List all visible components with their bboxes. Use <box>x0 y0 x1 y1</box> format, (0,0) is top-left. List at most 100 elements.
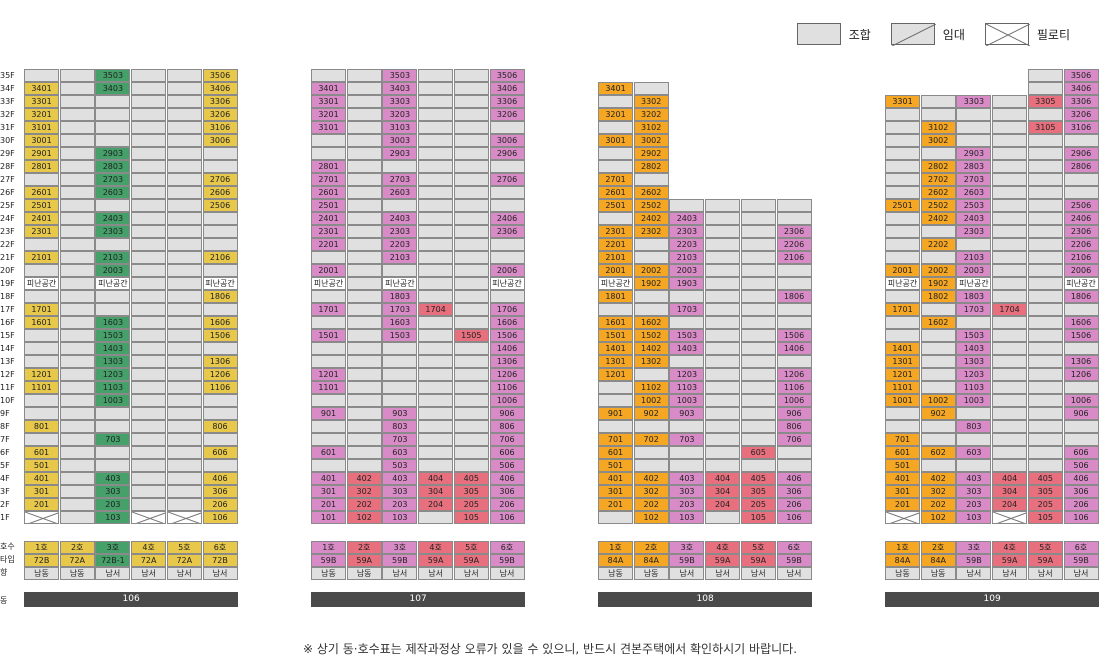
unit-cell: 2802 <box>633 160 669 173</box>
unit-cell: 2006 <box>489 264 525 277</box>
unit-cell: 401 <box>311 472 346 485</box>
empty-cell <box>920 251 956 264</box>
unit-type-cell: 59A <box>346 554 382 567</box>
empty-cell <box>453 147 489 160</box>
unit-cell: 2501 <box>885 199 920 212</box>
empty-cell <box>311 433 346 446</box>
unit-cell: 301 <box>598 485 633 498</box>
unit-cell: 601 <box>885 446 920 459</box>
empty-cell <box>59 290 95 303</box>
unit-cell: 302 <box>633 485 669 498</box>
empty-cell <box>166 199 202 212</box>
empty-cell <box>131 251 167 264</box>
empty-cell <box>346 381 382 394</box>
empty-cell <box>885 108 920 121</box>
empty-cell <box>131 394 167 407</box>
unit-cell: 2906 <box>1063 147 1099 160</box>
empty-cell <box>202 225 238 238</box>
unit-cell: 2801 <box>311 160 346 173</box>
empty-cell <box>920 368 956 381</box>
empty-cell <box>59 303 95 316</box>
empty-cell <box>166 407 202 420</box>
empty-cell <box>202 160 238 173</box>
floor-label: 28F <box>0 162 15 171</box>
unit-cell: 1403 <box>956 342 992 355</box>
unit-cell: 2903 <box>95 147 131 160</box>
disclaimer-note: ※ 상기 동·호수표는 제작과정상 오류가 있을 수 있으니, 반드시 견본주택… <box>302 642 798 656</box>
unit-cell: 1303 <box>95 355 131 368</box>
empty-cell <box>956 108 992 121</box>
empty-cell <box>346 368 382 381</box>
empty-cell <box>992 342 1028 355</box>
unit-cell: 2203 <box>382 238 418 251</box>
empty-cell <box>992 121 1028 134</box>
floor-label: 7F <box>0 435 10 444</box>
empty-cell <box>1027 316 1063 329</box>
unit-cell: 3506 <box>202 69 238 82</box>
empty-cell <box>418 511 454 524</box>
empty-cell <box>956 433 992 446</box>
empty-cell <box>346 173 382 186</box>
direction-cell: 남동 <box>920 567 956 580</box>
direction-cell: 남동 <box>633 567 669 580</box>
unit-cell: 1301 <box>598 355 633 368</box>
unit-cell: 1503 <box>956 329 992 342</box>
empty-cell <box>1027 420 1063 433</box>
empty-cell <box>453 316 489 329</box>
floor-label: 25F <box>0 201 15 210</box>
empty-cell <box>346 459 382 472</box>
empty-cell <box>418 368 454 381</box>
empty-cell <box>95 134 131 147</box>
unit-cell: 2701 <box>311 173 346 186</box>
unit-number-cell: 4호 <box>992 541 1028 554</box>
empty-cell <box>59 238 95 251</box>
empty-cell <box>131 485 167 498</box>
empty-cell <box>311 459 346 472</box>
empty-cell <box>1027 277 1063 290</box>
unit-cell: 1806 <box>202 290 238 303</box>
empty-cell <box>740 407 776 420</box>
unit-cell: 3301 <box>24 95 59 108</box>
unit-cell: 2001 <box>598 264 633 277</box>
unit-cell: 103 <box>382 511 418 524</box>
unit-cell: 2306 <box>1063 225 1099 238</box>
empty-cell <box>131 95 167 108</box>
empty-cell <box>131 82 167 95</box>
empty-cell <box>992 446 1028 459</box>
empty-cell <box>418 69 454 82</box>
empty-cell <box>705 394 741 407</box>
unit-number-cell: 5호 <box>166 541 202 554</box>
unit-cell: 3306 <box>489 95 525 108</box>
empty-cell <box>202 238 238 251</box>
unit-cell: 2803 <box>956 160 992 173</box>
empty-cell <box>992 147 1028 160</box>
empty-cell <box>131 212 167 225</box>
unit-cell: 305 <box>1027 485 1063 498</box>
empty-cell <box>669 355 705 368</box>
unit-cell: 피난공간 <box>95 277 131 290</box>
floor-label: 31F <box>0 123 15 132</box>
empty-cell <box>920 225 956 238</box>
empty-cell <box>1063 342 1099 355</box>
empty-cell <box>166 173 202 186</box>
empty-cell <box>131 160 167 173</box>
unit-cell: 2706 <box>202 173 238 186</box>
unit-cell: 1206 <box>489 368 525 381</box>
empty-cell <box>131 355 167 368</box>
floor-label: 6F <box>0 448 10 457</box>
unit-cell: 3206 <box>202 108 238 121</box>
empty-cell <box>59 199 95 212</box>
empty-cell <box>740 342 776 355</box>
unit-cell: 3102 <box>920 121 956 134</box>
unit-cell: 304 <box>418 485 454 498</box>
unit-cell: 405 <box>1027 472 1063 485</box>
unit-cell: 205 <box>1027 498 1063 511</box>
empty-cell <box>418 199 454 212</box>
empty-cell <box>633 368 669 381</box>
empty-cell <box>166 121 202 134</box>
empty-cell <box>992 95 1028 108</box>
unit-cell: 806 <box>489 420 525 433</box>
empty-cell <box>59 394 95 407</box>
unit-type-cell: 72A <box>131 554 167 567</box>
empty-cell <box>633 459 669 472</box>
